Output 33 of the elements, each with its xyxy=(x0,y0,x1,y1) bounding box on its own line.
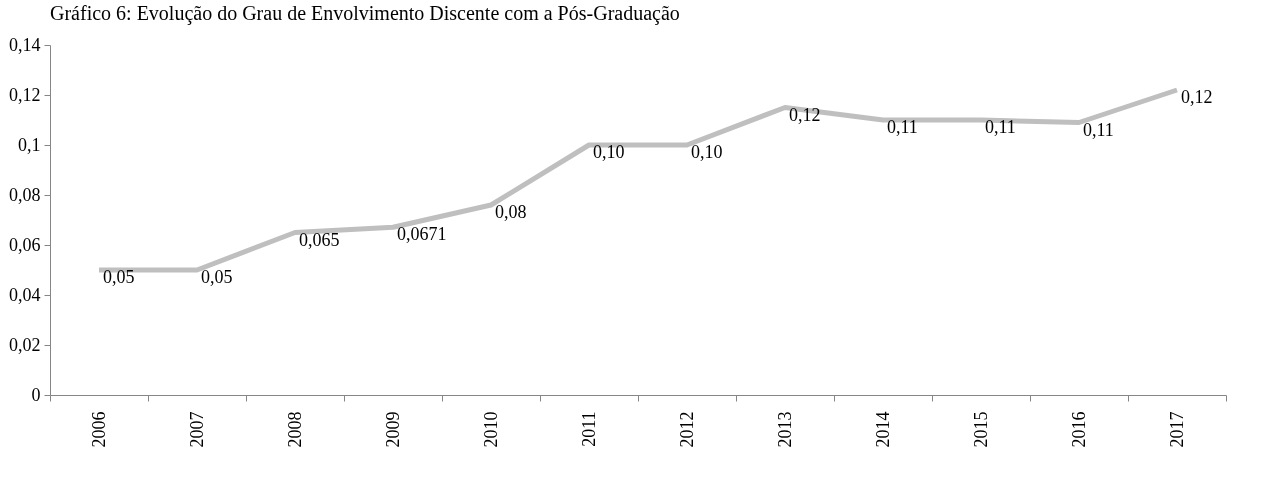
x-tick-label: 2016 xyxy=(1068,411,1089,448)
x-tick-label: 2011 xyxy=(578,411,599,447)
y-tick-label: 0,12 xyxy=(9,84,41,105)
y-tick-label: 0,04 xyxy=(9,284,41,305)
data-label: 0,05 xyxy=(201,267,233,287)
y-tick-label: 0,14 xyxy=(9,34,41,55)
data-label: 0,10 xyxy=(691,142,723,162)
y-tick-label: 0 xyxy=(31,384,41,405)
x-tick-label: 2010 xyxy=(480,411,501,448)
y-tick-label: 0,02 xyxy=(9,334,41,355)
data-label: 0,11 xyxy=(887,117,918,137)
x-tick-label: 2017 xyxy=(1166,411,1187,448)
x-tick-label: 2006 xyxy=(88,411,109,448)
y-tick-label: 0,06 xyxy=(9,234,41,255)
y-tick-label: 0,08 xyxy=(9,184,41,205)
x-tick-label: 2008 xyxy=(284,411,305,448)
data-label: 0,0671 xyxy=(397,224,447,245)
data-label: 0,11 xyxy=(985,117,1016,137)
chart-title: Gráfico 6: Evolução do Grau de Envolvimento Discente com a Pós-Graduação xyxy=(50,2,680,25)
data-label: 0,065 xyxy=(299,229,340,250)
x-tick-label: 2015 xyxy=(970,411,991,448)
data-label: 0,08 xyxy=(495,202,527,222)
x-tick-label: 2007 xyxy=(186,411,207,448)
data-label: 0,10 xyxy=(593,142,625,162)
data-label: 0,11 xyxy=(1083,119,1114,140)
x-tick-label: 2014 xyxy=(872,411,893,448)
data-label: 0,05 xyxy=(103,267,135,287)
x-tick-label: 2012 xyxy=(676,411,697,448)
x-tick-label: 2009 xyxy=(382,411,403,448)
data-label: 0,12 xyxy=(789,104,821,125)
data-label: 0,12 xyxy=(1181,87,1213,107)
x-tick-label: 2013 xyxy=(774,411,795,448)
y-tick-label: 0,1 xyxy=(18,134,41,155)
